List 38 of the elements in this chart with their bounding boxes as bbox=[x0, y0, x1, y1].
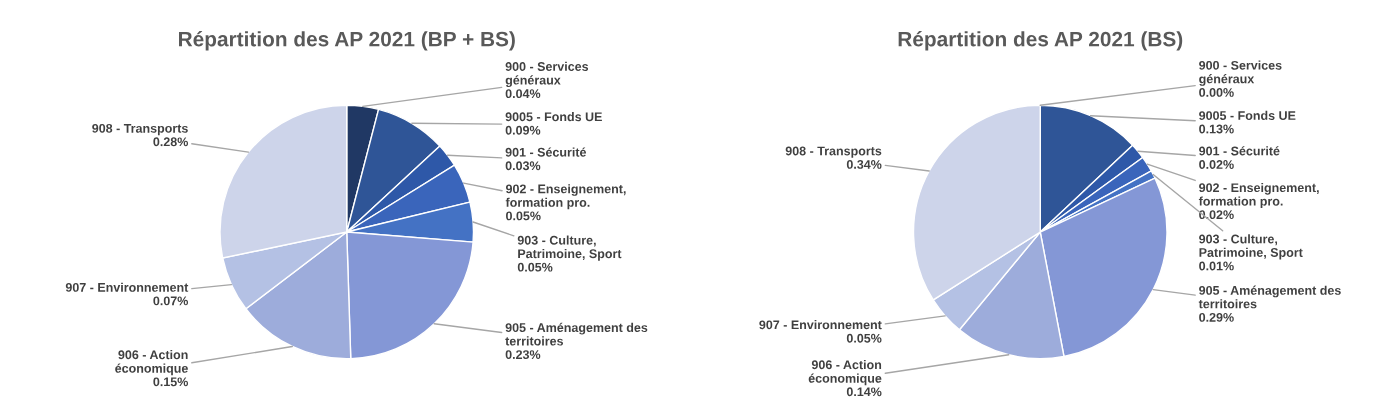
data-label: 0.02% bbox=[1199, 210, 1234, 220]
data-label: 0.23% bbox=[505, 350, 541, 360]
data-label: 0.04% bbox=[505, 89, 541, 99]
data-label: 0.07% bbox=[153, 296, 188, 306]
slice-label: 900 - Services généraux bbox=[505, 61, 589, 88]
data-label: 0.05% bbox=[846, 333, 882, 343]
slice-label: 906 - Action économique bbox=[115, 350, 188, 376]
slice-label: 908 - Transports bbox=[92, 123, 188, 136]
slice-label: 9005 - Fonds UE bbox=[1199, 110, 1296, 120]
data-label: 0.01% bbox=[1199, 261, 1234, 271]
data-label: 0.03% bbox=[505, 161, 541, 171]
chart-title: Répartition des AP 2021 (BS) bbox=[898, 30, 1183, 51]
slice-label: 901 - Sécurité bbox=[1199, 146, 1280, 156]
slice-label: 905 - Aménagement des territoires bbox=[505, 322, 648, 346]
slice-label: 902 - Enseignement, formation pro. bbox=[505, 184, 626, 210]
slice-label: 906 - Action économique bbox=[808, 359, 882, 386]
slice-label: 903 - Culture, Patrimoine, Sport bbox=[517, 235, 622, 261]
data-label: 0.14% bbox=[846, 387, 882, 397]
data-label: 0.09% bbox=[505, 125, 541, 135]
chart-title: Répartition des AP 2021 (BP + BS) bbox=[179, 30, 515, 51]
slice-label: 901 - Sécurité bbox=[505, 147, 587, 157]
category-label: 900 - Services généraux bbox=[1199, 60, 1282, 86]
data-label: 0.28% bbox=[153, 137, 188, 147]
slice-label: 908 - Transports bbox=[785, 146, 882, 158]
slice-label: 902 - Enseignement, formation pro. bbox=[1198, 182, 1319, 209]
slice-label: 907 - Environnement bbox=[759, 320, 882, 330]
slice-label: 907 - Environnement bbox=[65, 282, 189, 292]
slice-label: 905 - Aménagement des territoires bbox=[1198, 285, 1341, 309]
data-label: 0.13% bbox=[1199, 124, 1234, 134]
data-label: 0.29% bbox=[1199, 312, 1234, 322]
data-label: 0.05% bbox=[517, 262, 553, 272]
slice-label: 903 - Culture, Patrimoine, Sport bbox=[1199, 234, 1303, 260]
data-label: 0.34% bbox=[846, 160, 882, 169]
data-label: 0.05% bbox=[506, 211, 541, 221]
text: 0.00% bbox=[1199, 88, 1234, 97]
data-label: 0.02% bbox=[1199, 160, 1234, 169]
slice-label: 9005 - Fonds UE bbox=[505, 112, 602, 122]
data-label: 0.15% bbox=[153, 377, 188, 387]
